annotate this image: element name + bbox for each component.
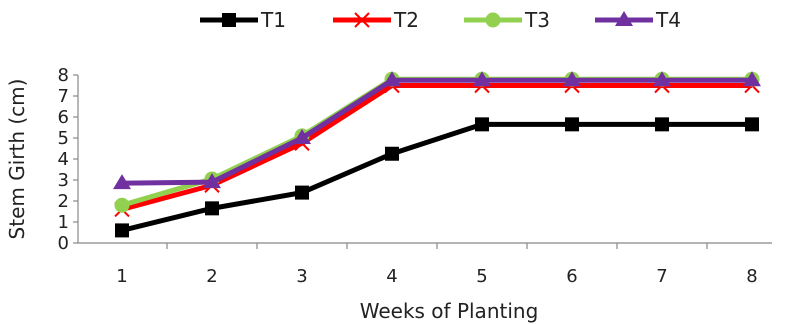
legend-label: T3 <box>524 8 550 32</box>
y-tick-label: 2 <box>58 191 69 212</box>
data-point <box>473 71 491 87</box>
data-point <box>743 71 761 87</box>
x-axis-title: Weeks of Planting <box>360 299 539 323</box>
x-ticks: 1 2 3 4 5 6 7 8 <box>116 243 758 287</box>
legend-label: T2 <box>393 8 419 32</box>
x-tick-label: 1 <box>116 266 127 287</box>
data-point <box>293 129 311 144</box>
data-point <box>203 173 221 189</box>
legend-label: T4 <box>655 8 681 32</box>
data-point <box>115 223 129 238</box>
y-axis-title: Stem Girth (cm) <box>5 79 29 240</box>
data-point <box>745 117 759 132</box>
series-group <box>113 71 761 238</box>
legend: T1 T2 T3 T4 <box>200 8 681 32</box>
series-t2 <box>114 77 760 218</box>
data-point <box>653 71 671 87</box>
legend-item-t1: T1 <box>200 8 286 32</box>
legend-item-t4: T4 <box>595 8 681 32</box>
y-tick-label: 5 <box>58 128 69 149</box>
x-tick-label: 8 <box>746 266 757 287</box>
data-point <box>205 201 219 216</box>
series-t3 <box>114 71 760 213</box>
data-point <box>113 174 131 190</box>
legend-marker <box>485 12 501 28</box>
series-line <box>121 83 752 212</box>
y-tick-label: 8 <box>58 65 69 86</box>
x-tick-label: 3 <box>296 266 307 287</box>
y-tick-label: 0 <box>58 233 69 254</box>
legend-item-t3: T3 <box>464 8 550 32</box>
data-point <box>475 117 489 132</box>
legend-label: T1 <box>260 8 286 32</box>
legend-marker <box>354 12 370 28</box>
data-point <box>295 185 309 200</box>
y-tick-label: 3 <box>58 170 69 191</box>
y-tick-label: 4 <box>58 149 69 170</box>
y-tick-label: 6 <box>58 107 69 128</box>
data-point <box>563 71 581 87</box>
legend-marker <box>615 11 633 26</box>
series-t4 <box>113 71 761 190</box>
data-point <box>114 197 130 213</box>
series-line <box>121 121 752 233</box>
y-tick-label: 7 <box>58 86 69 107</box>
x-tick-label: 5 <box>476 266 487 287</box>
data-point <box>565 117 579 132</box>
series-t1 <box>115 117 759 238</box>
data-point <box>383 71 401 87</box>
x-tick-label: 2 <box>206 266 217 287</box>
legend-marker <box>222 13 236 27</box>
data-point <box>385 146 399 161</box>
x-tick-label: 6 <box>566 266 577 287</box>
x-tick-label: 4 <box>386 266 397 287</box>
x-tick-label: 7 <box>656 266 667 287</box>
y-tick-label: 1 <box>58 212 69 233</box>
legend-item-t2: T2 <box>333 8 419 32</box>
data-point <box>655 117 669 132</box>
series-line <box>121 77 752 186</box>
